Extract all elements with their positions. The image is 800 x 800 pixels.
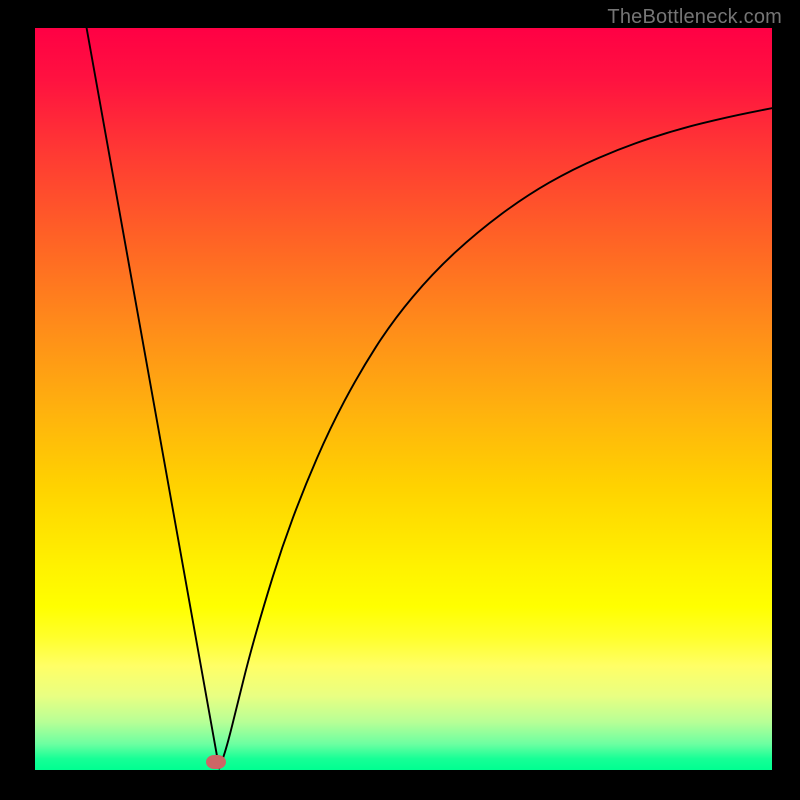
minimum-marker-icon bbox=[206, 755, 226, 769]
plot-area bbox=[35, 28, 772, 770]
bottleneck-curve bbox=[35, 28, 772, 770]
watermark-text: TheBottleneck.com bbox=[607, 6, 782, 29]
